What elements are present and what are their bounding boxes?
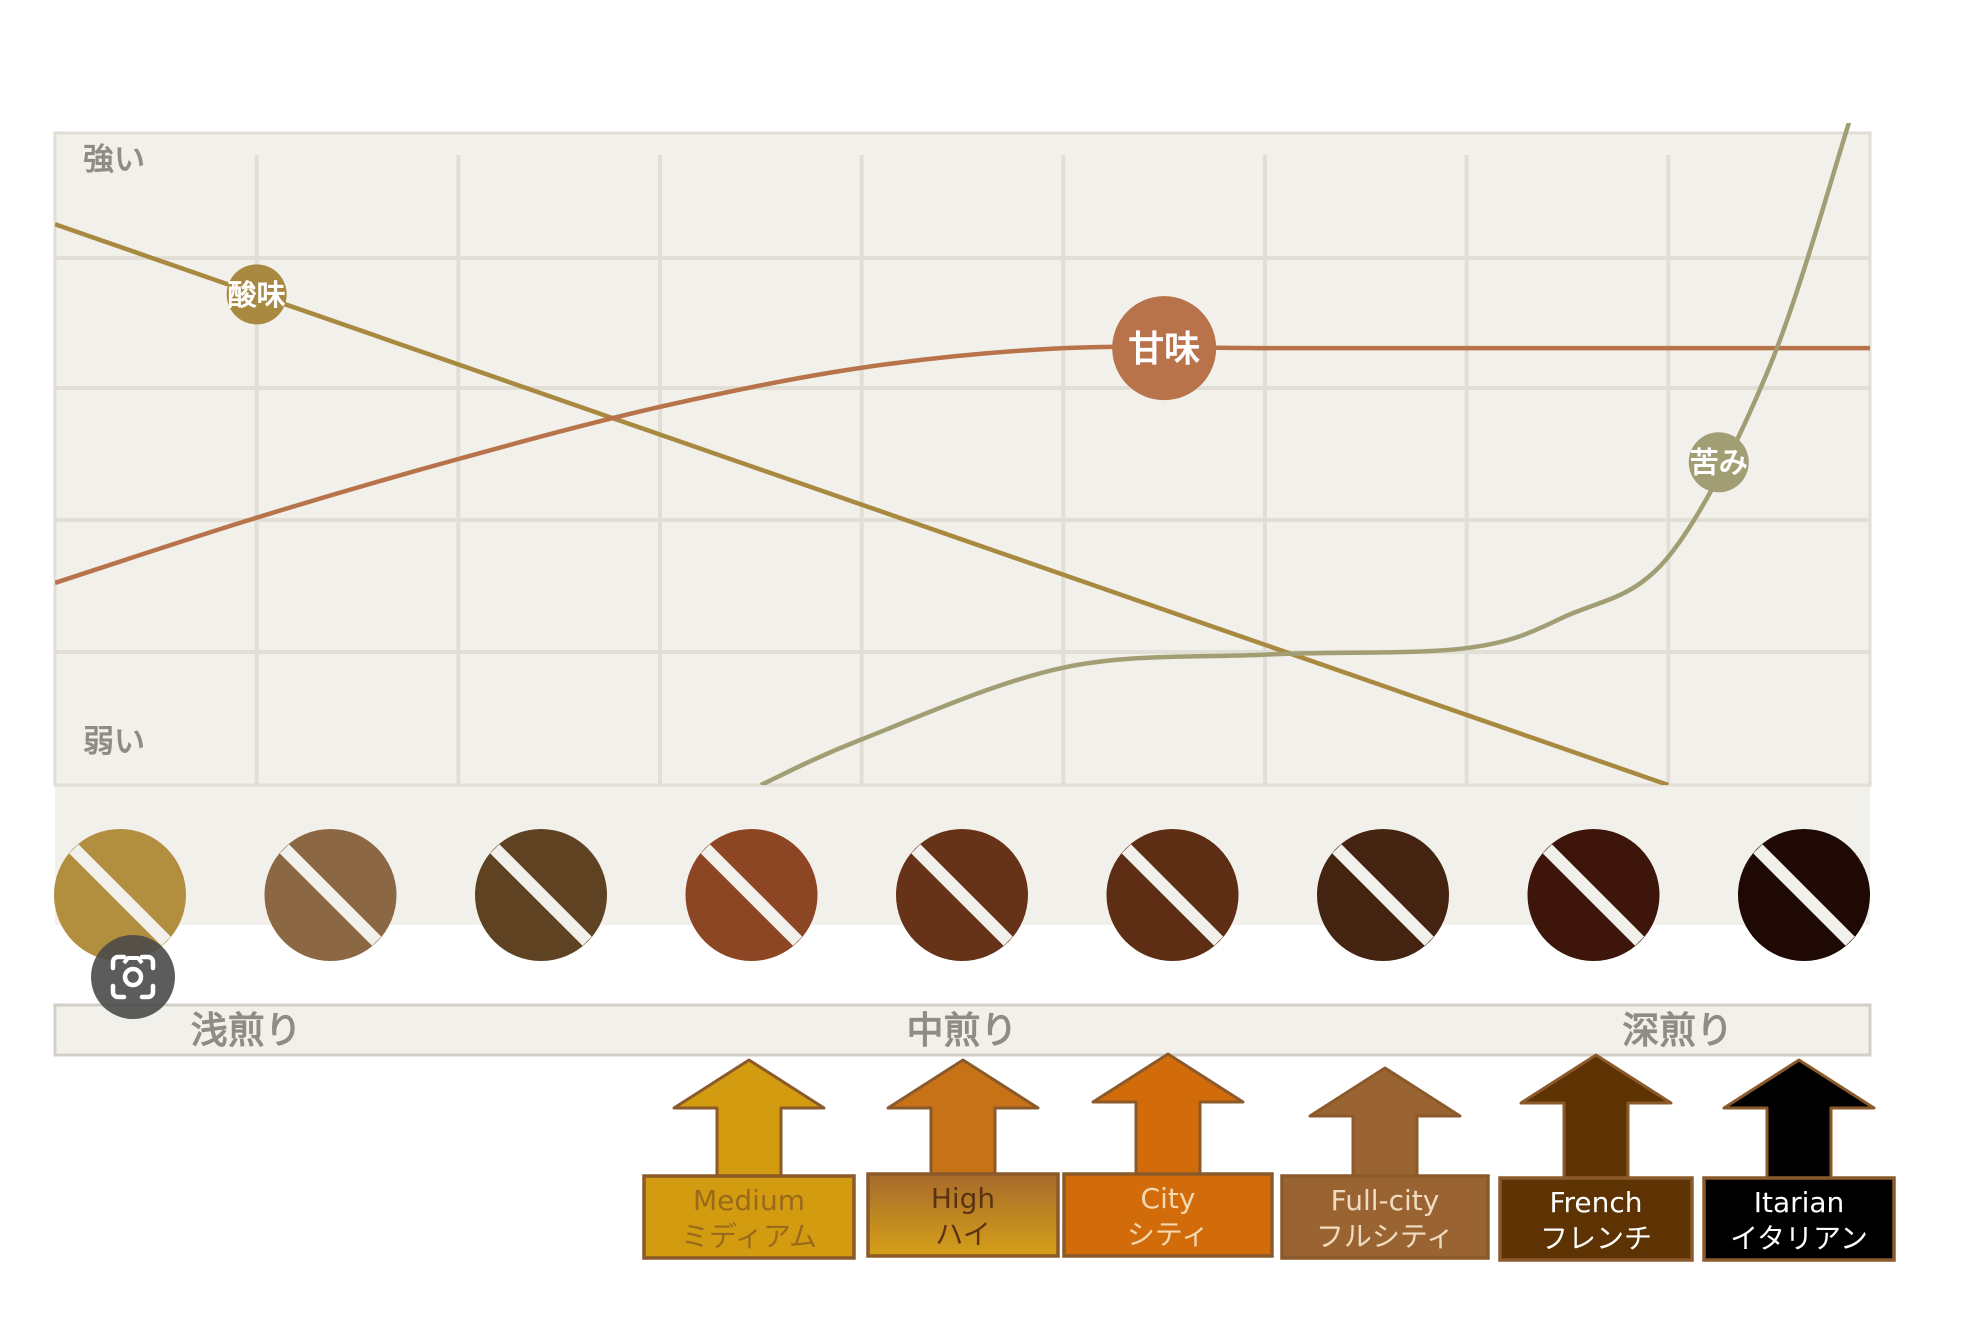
coffee-bean-3 [475, 829, 607, 961]
coffee-bean-2 [264, 829, 397, 961]
roast-level-label-1: 浅煎り [191, 1009, 302, 1052]
coffee-bean-8 [1527, 829, 1660, 961]
series-line-sweetness [55, 344, 1870, 586]
roast-name-ja-6: イタリアン [1730, 1222, 1868, 1255]
roast-name-ja-2: ハイ [935, 1218, 990, 1251]
roast-name-en-4: Full-city [1331, 1184, 1440, 1217]
series-label-acidity: 酸味 [228, 278, 286, 312]
coffee-bean-5 [896, 829, 1028, 961]
series-badge-sweetness [1112, 296, 1217, 401]
coffee-bean-9 [1738, 829, 1870, 961]
series-badge-bitterness [1688, 432, 1749, 493]
y-axis-bottom-label: 弱い [83, 724, 145, 760]
roast-name-ja-3: シティ [1127, 1218, 1209, 1251]
roast-name-en-1: Medium [693, 1184, 805, 1217]
coffee-bean-1 [54, 829, 186, 961]
series-line-bitterness [759, 123, 1852, 785]
series-line-acidity [55, 222, 1670, 785]
roast-level-band [53, 1003, 1872, 1057]
coffee-bean-4 [685, 829, 818, 961]
roast-name-ja-5: フレンチ [1540, 1222, 1652, 1255]
y-axis-top-label: 強い [83, 142, 145, 178]
roast-name-en-6: Itarian [1754, 1186, 1845, 1219]
roast-level-label-2: 中煎り [907, 1009, 1018, 1052]
series-label-bitterness: 苦み [1690, 446, 1748, 480]
roast-name-ja-4: フルシティ [1316, 1220, 1454, 1253]
roast-name-ja-1: ミディアム [681, 1220, 817, 1253]
roast-name-en-5: French [1549, 1186, 1642, 1219]
coffee-bean-6 [1106, 829, 1239, 961]
series-badge-acidity [226, 264, 287, 325]
coffee-bean-7 [1317, 829, 1449, 961]
chart-background [55, 133, 1870, 925]
roast-name-en-2: High [931, 1182, 995, 1215]
roast-level-label-3: 深煎り [1622, 1009, 1733, 1052]
series-label-sweetness: 甘味 [1128, 329, 1200, 370]
roast-name-en-3: City [1141, 1182, 1196, 1215]
camera-search-icon[interactable] [91, 935, 175, 1019]
